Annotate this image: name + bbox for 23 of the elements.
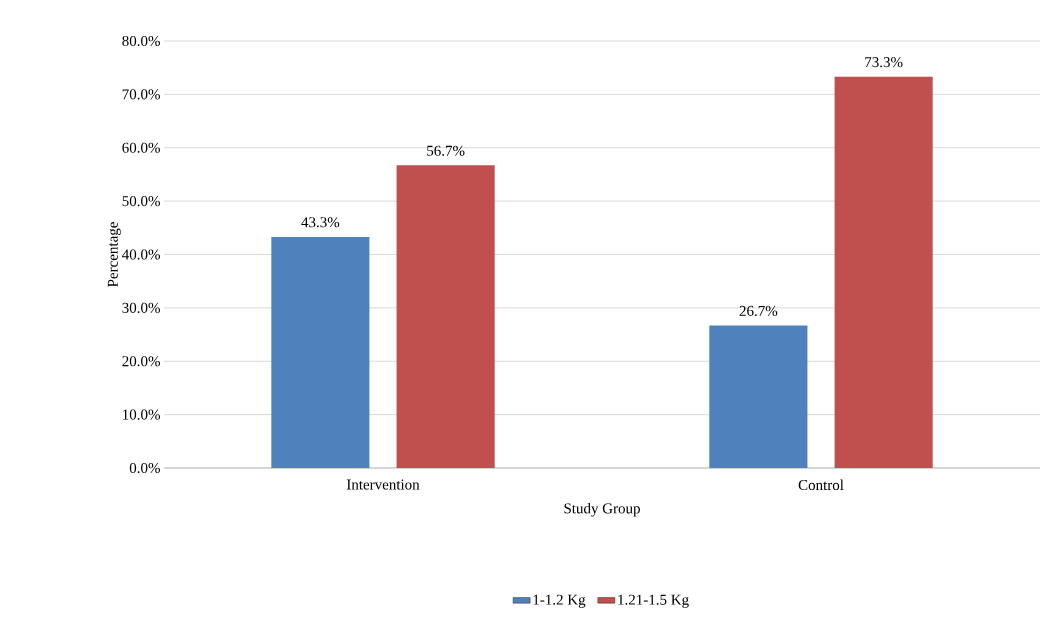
y-tick-label: 20.0% <box>122 356 160 367</box>
data-label: 26.7% <box>739 305 778 316</box>
data-label: 56.7% <box>427 145 465 156</box>
x-axis-title: Study Group <box>564 502 640 517</box>
legend-label: 1-1.2 Kg <box>533 594 586 608</box>
x-tick-label: Intervention <box>346 479 420 490</box>
y-tick-label: 30.0% <box>122 302 160 313</box>
bar <box>271 236 370 468</box>
x-tick-label: Control <box>798 479 844 491</box>
data-label: 73.3% <box>865 57 903 68</box>
data-label: 43.3% <box>301 217 340 228</box>
legend-label: 1.21-1.5 Kg <box>618 594 689 608</box>
y-tick-label: 40.0% <box>122 249 160 260</box>
y-tick-label: 0.0% <box>129 462 160 474</box>
y-tick-label: 10.0% <box>123 409 160 420</box>
bar <box>834 76 933 468</box>
bar <box>396 165 495 468</box>
y-tick-label: 80.0% <box>122 35 160 47</box>
y-tick-label: 60.0% <box>122 142 160 153</box>
y-axis-title: Percentage <box>107 222 121 287</box>
y-tick-label: 50.0% <box>122 196 160 207</box>
bar <box>709 325 808 468</box>
y-tick-label: 70.0% <box>122 89 160 100</box>
